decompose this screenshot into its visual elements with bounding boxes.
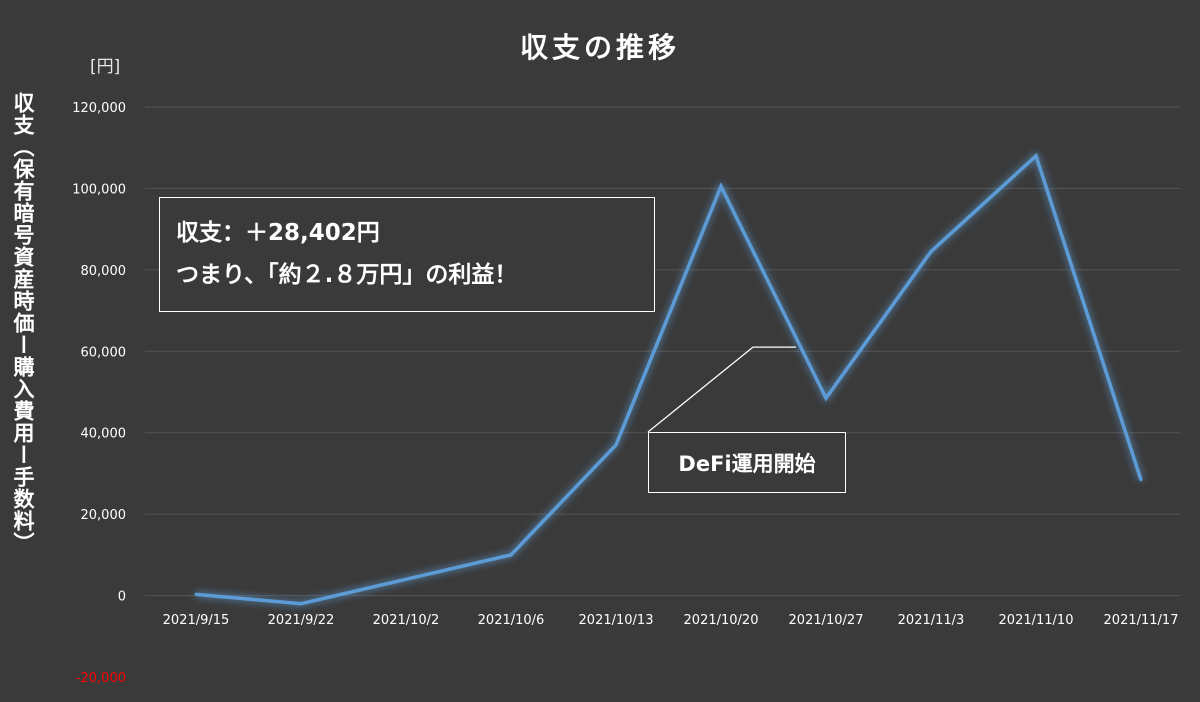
callout-leader <box>647 346 796 433</box>
chart-title: 収支の推移 <box>519 31 680 64</box>
series-layer <box>194 152 1143 606</box>
y-tick-label: 20,000 <box>81 508 127 523</box>
summary-line-1: 収支：＋28,402円 <box>176 220 380 246</box>
y-tick-label: 100,000 <box>72 182 126 197</box>
x-tick-label: 2021/11/10 <box>999 613 1074 628</box>
y-axis-label: 収支（保有暗号資産時価ー購入費用ー手数料） <box>11 92 35 554</box>
series-line-0 <box>195 152 1143 606</box>
x-tick-label: 2021/11/17 <box>1104 613 1179 628</box>
data-point <box>719 184 723 188</box>
data-point <box>824 396 828 400</box>
callout-leader-line <box>647 346 796 433</box>
summary-line-2: つまり、「約２.８万円」の利益！ <box>176 262 518 288</box>
data-point <box>1034 154 1038 158</box>
x-tick-label: 2021/9/22 <box>268 613 335 628</box>
callout-defi-start: DeFi運用開始 <box>648 432 846 493</box>
x-tick-label: 2021/11/3 <box>898 613 965 628</box>
x-tick-labels: 2021/9/15 2021/9/22 2021/10/2 2021/10/6 2021… <box>163 613 1179 628</box>
data-point <box>1139 478 1143 482</box>
data-point <box>404 577 408 581</box>
grid-lines <box>145 106 1180 597</box>
y-tick-label: 60,000 <box>81 345 127 360</box>
data-point <box>614 443 618 447</box>
y-tick-label: 40,000 <box>81 427 127 442</box>
x-tick-label: 2021/10/2 <box>373 613 440 628</box>
y-tick-labels: -20,000 0 20,000 40,000 60,000 80,000 100,000 1… <box>72 101 126 686</box>
data-point <box>299 602 303 606</box>
data-point <box>929 250 933 254</box>
summary-box: 収支：＋28,402円 つまり、「約２.８万円」の利益！ <box>159 197 655 312</box>
data-point <box>194 592 198 596</box>
y-tick-label: 0 <box>118 590 126 605</box>
y-tick-label: 120,000 <box>72 101 126 116</box>
x-tick-label: 2021/10/13 <box>579 613 654 628</box>
x-tick-label: 2021/9/15 <box>163 613 230 628</box>
y-axis-unit: [円] <box>90 57 121 77</box>
y-tick-label: -20,000 <box>76 671 126 686</box>
y-tick-label: 80,000 <box>81 264 127 279</box>
x-tick-label: 2021/10/6 <box>478 613 545 628</box>
x-tick-label: 2021/10/27 <box>789 613 864 628</box>
x-tick-label: 2021/10/20 <box>684 613 759 628</box>
data-point <box>509 553 513 557</box>
